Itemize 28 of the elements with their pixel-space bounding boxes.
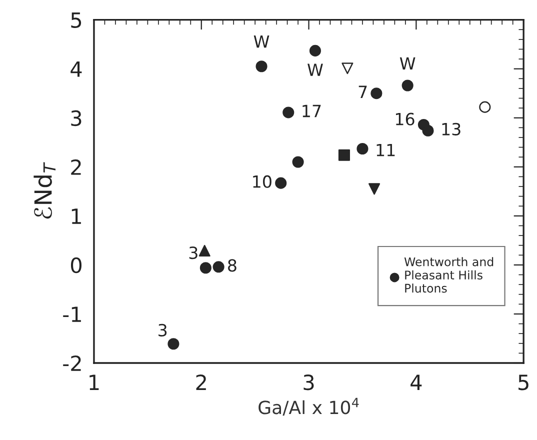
y-tick-label: -1	[63, 306, 81, 322]
annotation: W	[308, 64, 323, 76]
x-tick-label: 4	[410, 374, 422, 390]
annotation: 16	[396, 112, 414, 126]
y-tick-label: 0	[70, 257, 82, 274]
x-axis-title: Ga/Al x 10$^{4}$	[258, 398, 359, 416]
annotation: W	[400, 57, 416, 70]
y-tick-label: -2	[63, 355, 81, 371]
x-tick-label: 3	[304, 374, 314, 390]
y-tick-label: 3	[71, 110, 82, 126]
annotation: 8	[228, 259, 236, 272]
y-tick-label: 4	[70, 62, 82, 77]
y-axis-title: ℰNd$_{T}$	[34, 162, 56, 219]
x-tick-label: 5	[518, 374, 528, 390]
annotation: 3	[158, 324, 167, 336]
annotation: 7	[358, 86, 367, 98]
legend-label: Wentworth and Pleasant Hills Plutons	[404, 257, 494, 293]
x-tick-label: 2	[196, 374, 206, 390]
annotation: W	[254, 35, 270, 48]
x-tick-label: 1	[90, 374, 99, 390]
annotation: 3	[189, 246, 198, 260]
annotation: 11	[376, 144, 395, 156]
annotation: 17	[302, 104, 321, 118]
annotation: 13	[442, 122, 460, 136]
y-tick-label: 2	[71, 159, 81, 175]
y-tick-label: 1	[72, 208, 81, 224]
y-tick-label: 5	[71, 12, 82, 28]
annotation: 10	[253, 175, 272, 188]
